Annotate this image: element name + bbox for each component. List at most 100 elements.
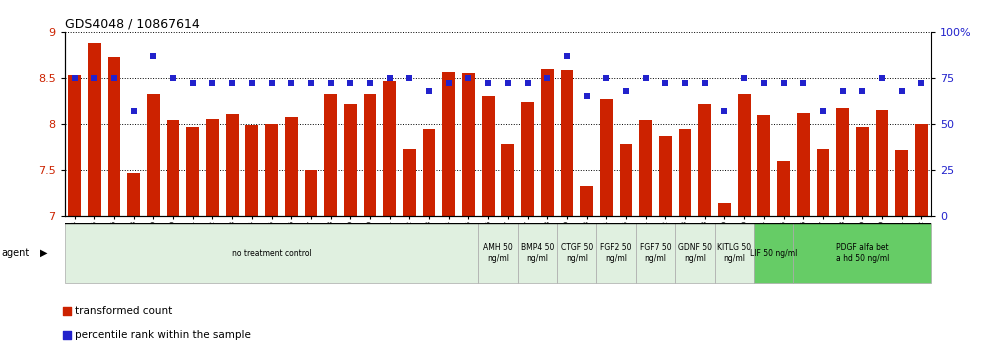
Point <box>874 75 890 81</box>
Bar <box>501 144 514 216</box>
Point <box>283 81 299 86</box>
Bar <box>147 95 159 216</box>
Point <box>657 81 673 86</box>
Bar <box>383 81 396 216</box>
Point <box>539 75 555 81</box>
Point <box>716 108 732 114</box>
Bar <box>635 223 675 283</box>
Bar <box>738 95 751 216</box>
Point <box>460 75 476 81</box>
Bar <box>698 104 711 216</box>
Bar <box>817 149 830 216</box>
Bar <box>620 144 632 216</box>
Bar <box>265 124 278 216</box>
Text: BMP4 50
ng/ml: BMP4 50 ng/ml <box>521 244 554 263</box>
Bar <box>364 93 376 216</box>
Point <box>421 88 437 93</box>
Bar <box>68 75 81 216</box>
Bar <box>754 223 794 283</box>
Bar <box>478 223 518 283</box>
Text: PDGF alfa bet
a hd 50 ng/ml: PDGF alfa bet a hd 50 ng/ml <box>836 244 889 263</box>
Point <box>106 75 122 81</box>
Point <box>67 75 83 81</box>
Point <box>343 81 359 86</box>
Bar <box>715 223 754 283</box>
Bar <box>895 150 908 216</box>
Point <box>381 75 397 81</box>
Point <box>59 308 75 314</box>
Bar <box>875 110 888 216</box>
Bar <box>581 185 593 216</box>
Text: percentile rank within the sample: percentile rank within the sample <box>75 330 251 339</box>
Bar <box>837 108 849 216</box>
Point <box>835 88 851 93</box>
Bar <box>797 113 810 216</box>
Point <box>323 81 339 86</box>
Bar <box>422 130 435 216</box>
Text: ▶: ▶ <box>40 248 48 258</box>
Point <box>500 81 516 86</box>
Text: CTGF 50
ng/ml: CTGF 50 ng/ml <box>561 244 593 263</box>
Bar <box>245 125 258 216</box>
Bar <box>285 116 298 216</box>
Bar <box>777 161 790 216</box>
Bar <box>88 43 101 216</box>
Text: LIF 50 ng/ml: LIF 50 ng/ml <box>750 249 798 258</box>
Bar <box>659 136 671 216</box>
Text: no treatment control: no treatment control <box>232 249 312 258</box>
Point <box>185 81 201 86</box>
Bar <box>226 114 238 216</box>
Point <box>913 81 929 86</box>
Point <box>756 81 772 86</box>
Point <box>244 81 260 86</box>
Bar <box>856 127 869 216</box>
Bar <box>675 223 714 283</box>
Point <box>441 81 457 86</box>
Point <box>855 88 871 93</box>
Bar <box>718 203 731 216</box>
Point <box>224 81 240 86</box>
Text: transformed count: transformed count <box>75 306 172 316</box>
Bar <box>541 69 554 216</box>
Text: FGF2 50
ng/ml: FGF2 50 ng/ml <box>601 244 631 263</box>
Text: GDNF 50
ng/ml: GDNF 50 ng/ml <box>678 244 712 263</box>
Bar <box>344 104 357 216</box>
Bar <box>521 102 534 216</box>
Bar <box>186 127 199 216</box>
Point <box>559 53 575 59</box>
Bar <box>518 223 557 283</box>
Point <box>145 53 161 59</box>
Point <box>87 75 103 81</box>
Text: KITLG 50
ng/ml: KITLG 50 ng/ml <box>717 244 751 263</box>
Bar <box>639 120 652 216</box>
Point <box>165 75 181 81</box>
Bar <box>561 70 574 216</box>
Text: AMH 50
ng/ml: AMH 50 ng/ml <box>483 244 513 263</box>
Bar <box>442 72 455 216</box>
Bar <box>678 130 691 216</box>
Text: GDS4048 / 10867614: GDS4048 / 10867614 <box>65 18 199 31</box>
Point <box>579 93 595 99</box>
Point <box>697 81 713 86</box>
Point <box>893 88 909 93</box>
Bar <box>206 119 219 216</box>
Bar <box>462 73 475 216</box>
Bar <box>557 223 597 283</box>
Point <box>303 81 319 86</box>
Text: agent: agent <box>1 248 29 258</box>
Point <box>480 81 496 86</box>
Bar <box>65 223 478 283</box>
Bar <box>794 223 931 283</box>
Point <box>401 75 417 81</box>
Point <box>59 332 75 337</box>
Bar <box>600 99 613 216</box>
Bar <box>325 95 337 216</box>
Point <box>815 108 831 114</box>
Point <box>599 75 615 81</box>
Point <box>795 81 811 86</box>
Point <box>204 81 220 86</box>
Bar <box>597 223 635 283</box>
Bar <box>403 149 415 216</box>
Bar <box>482 96 495 216</box>
Point <box>736 75 752 81</box>
